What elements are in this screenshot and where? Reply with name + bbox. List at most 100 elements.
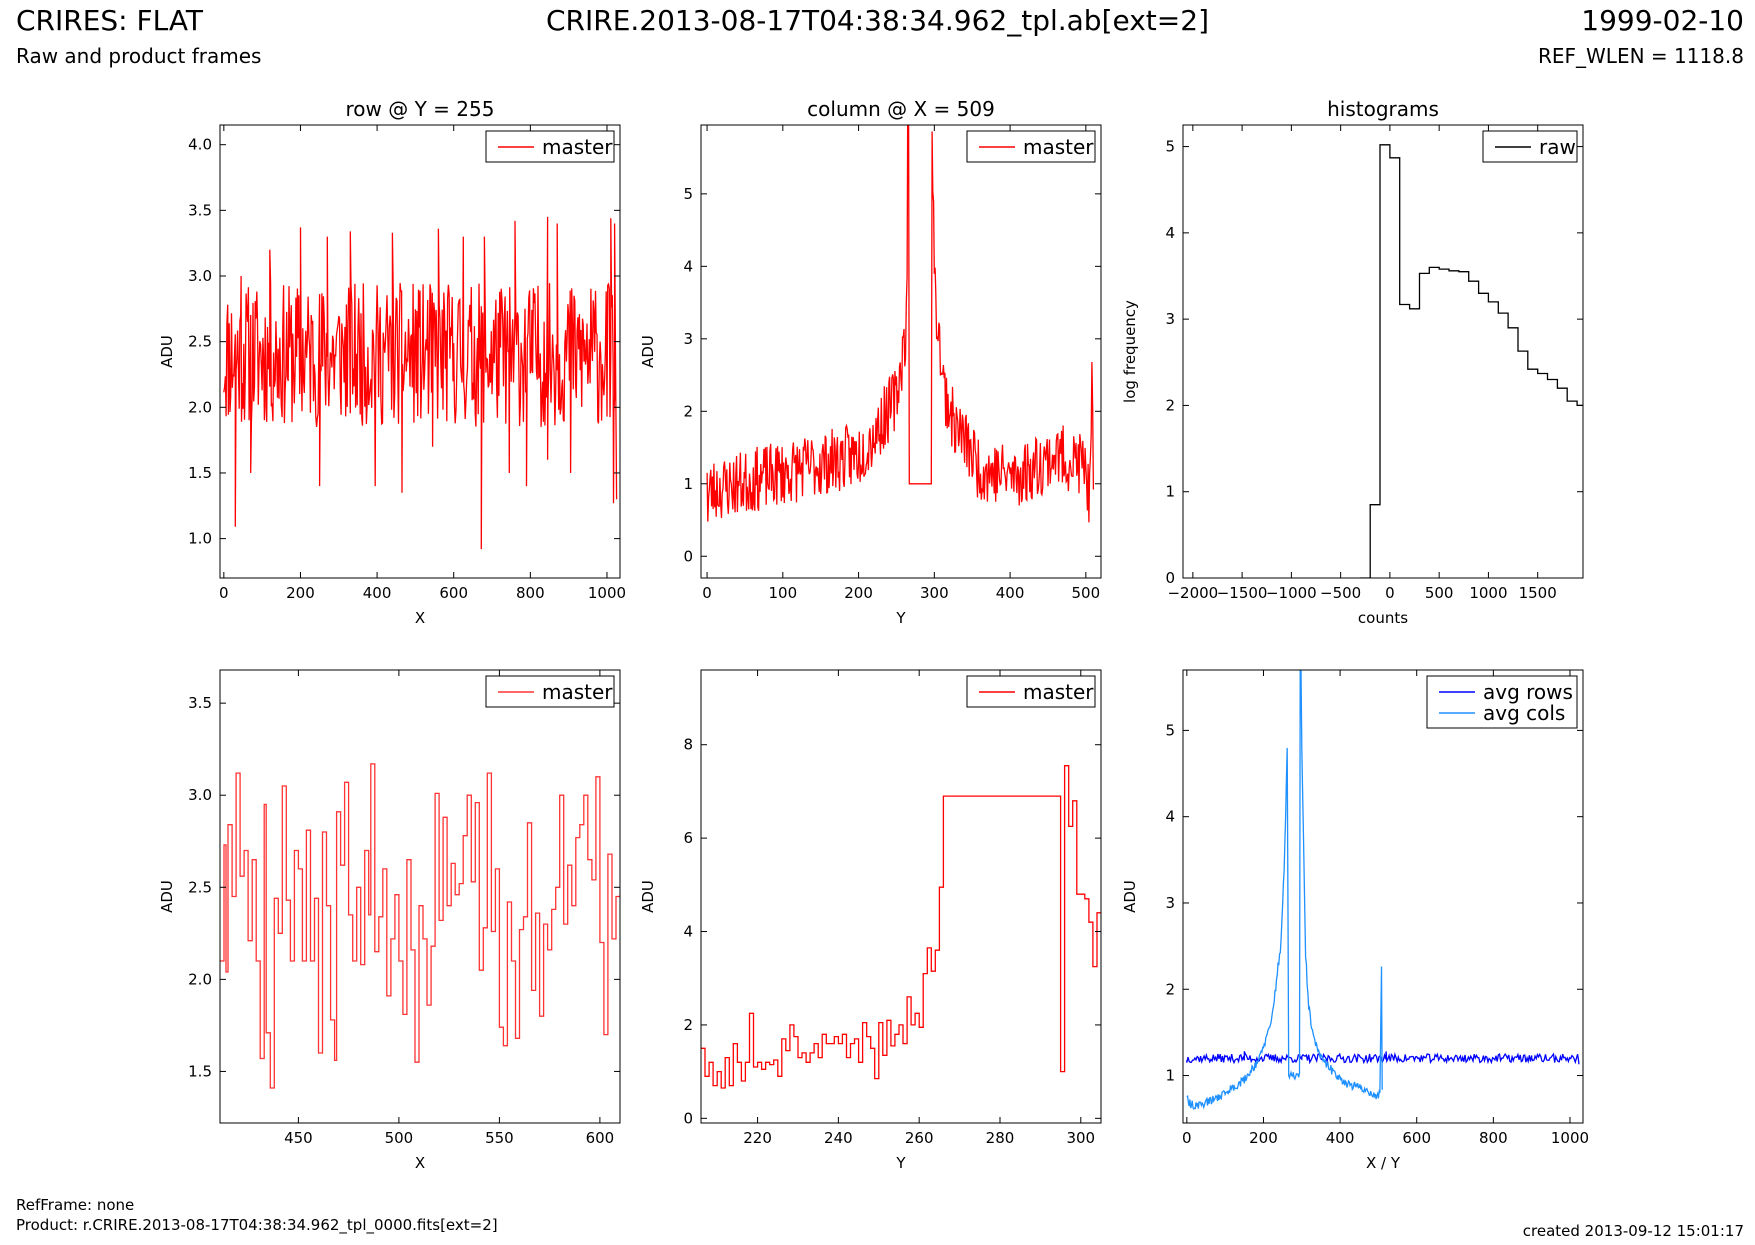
footer-refframe: RefFrame: none bbox=[16, 1196, 135, 1214]
y-tick-label: 1 bbox=[1165, 483, 1175, 501]
legend: master bbox=[485, 675, 615, 708]
x-tick-label: 1000 bbox=[1469, 584, 1507, 602]
report-title: CRIRES: FLAT bbox=[16, 4, 203, 37]
footer-product: Product: r.CRIRE.2013-08-17T04:38:34.962… bbox=[16, 1216, 498, 1234]
chart-title: row @ Y = 255 bbox=[346, 97, 495, 121]
plot-frame bbox=[1182, 669, 1584, 1124]
y-tick-label: 5 bbox=[1165, 138, 1175, 156]
y-tick-label: 0 bbox=[1165, 569, 1175, 587]
chart-title: column @ X = 509 bbox=[807, 97, 995, 121]
footer-created: created 2013-09-12 15:01:17 bbox=[1522, 1222, 1744, 1240]
x-tick-label: 300 bbox=[1066, 1129, 1095, 1147]
y-axis-label: ADU bbox=[639, 335, 657, 368]
y-tick-label: 0 bbox=[683, 1109, 693, 1127]
x-tick-label: 600 bbox=[586, 1129, 615, 1147]
y-tick-label: 1.5 bbox=[188, 464, 212, 482]
x-tick-label: 1000 bbox=[1551, 1129, 1589, 1147]
plot-frame bbox=[219, 124, 621, 579]
x-axis-label: X bbox=[415, 609, 425, 627]
x-tick-label: 240 bbox=[824, 1129, 853, 1147]
x-tick-label: 500 bbox=[1425, 584, 1454, 602]
series-line-master bbox=[220, 763, 620, 1089]
y-tick-label: 3.5 bbox=[188, 694, 212, 712]
chart-row-full: 0 200 400 600 800 1000 1.0 1.5 2.0 2.5 3.0 3.5 4.0 ro… bbox=[158, 97, 626, 627]
y-tick-label: 3.5 bbox=[188, 201, 212, 219]
x-tick-label: 1500 bbox=[1519, 584, 1557, 602]
report-subtitle: Raw and product frames bbox=[16, 44, 262, 68]
x-tick-label: 600 bbox=[439, 584, 468, 602]
x-tick-label: 0 bbox=[1385, 584, 1395, 602]
y-tick-label: 2.5 bbox=[188, 878, 212, 896]
plot-frame bbox=[1182, 124, 1584, 579]
y-tick-label: 4 bbox=[683, 257, 693, 275]
y-tick-label: 2 bbox=[1165, 980, 1175, 998]
y-tick-label: 6 bbox=[683, 829, 693, 847]
x-axis-label: Y bbox=[895, 609, 906, 627]
x-tick-label: 400 bbox=[363, 584, 392, 602]
legend: master bbox=[485, 130, 615, 163]
x-tick-label: 0 bbox=[702, 584, 712, 602]
observation-date: 1999-02-10 bbox=[1581, 4, 1744, 37]
legend-label: master bbox=[1023, 680, 1094, 704]
y-tick-label: 3 bbox=[1165, 310, 1175, 328]
legend: master bbox=[966, 130, 1096, 163]
file-name: CRIRE.2013-08-17T04:38:34.962_tpl.ab[ext… bbox=[545, 4, 1209, 37]
x-tick-label: 550 bbox=[485, 1129, 514, 1147]
legend-label: avg rows bbox=[1483, 680, 1573, 704]
y-tick-label: 4 bbox=[1165, 808, 1175, 826]
legend-label: master bbox=[542, 680, 613, 704]
x-tick-label: 200 bbox=[844, 584, 873, 602]
x-tick-label: 0 bbox=[1182, 1129, 1192, 1147]
legend: raw bbox=[1482, 130, 1578, 163]
legend-label: master bbox=[1023, 135, 1094, 159]
legend-box bbox=[1426, 675, 1578, 729]
y-tick-label: 3.0 bbox=[188, 267, 212, 285]
x-tick-label: −500 bbox=[1320, 584, 1361, 602]
series-line-master bbox=[701, 765, 1101, 1089]
x-tick-label: 800 bbox=[1479, 1129, 1508, 1147]
x-tick-label: 260 bbox=[905, 1129, 934, 1147]
legend-label: raw bbox=[1539, 135, 1576, 159]
x-axis-label: counts bbox=[1358, 609, 1408, 627]
series-line-avg-cols bbox=[1186, 670, 1383, 1110]
x-tick-label: 1000 bbox=[588, 584, 626, 602]
chart-histogram: −2000−1500−1000 −500 0 500 1000 1500 0 1 2 3 4 5 his… bbox=[1121, 97, 1584, 627]
x-tick-label: 220 bbox=[743, 1129, 772, 1147]
series-line-avg-rows bbox=[1186, 1051, 1580, 1065]
y-tick-label: 2 bbox=[683, 402, 693, 420]
x-tick-label: 200 bbox=[1249, 1129, 1278, 1147]
chart-col-zoom: 220 240 260 280 300 0 2 4 6 8 Y ADU master bbox=[639, 669, 1102, 1172]
ref-wlen: REF_WLEN = 1118.8 bbox=[1537, 44, 1744, 68]
legend-label: master bbox=[542, 135, 613, 159]
y-tick-label: 2.0 bbox=[188, 970, 212, 988]
legend-label: avg cols bbox=[1483, 701, 1565, 725]
y-tick-label: 2.5 bbox=[188, 333, 212, 351]
chart-col-full: 0 100 200 300 400 500 0 1 2 3 4 5 column @ X = 509 Y A… bbox=[639, 97, 1102, 627]
y-tick-label: 4 bbox=[1165, 224, 1175, 242]
y-tick-label: 3 bbox=[1165, 894, 1175, 912]
x-axis-label: X / Y bbox=[1366, 1154, 1401, 1172]
plot-frame bbox=[219, 669, 621, 1124]
y-tick-label: 1 bbox=[1165, 1067, 1175, 1085]
x-tick-label: 200 bbox=[286, 584, 315, 602]
y-tick-label: 1.0 bbox=[188, 530, 212, 548]
y-tick-label: 8 bbox=[683, 736, 693, 754]
x-tick-label: −1500 bbox=[1217, 584, 1268, 602]
x-tick-label: 600 bbox=[1402, 1129, 1431, 1147]
x-tick-label: 100 bbox=[768, 584, 797, 602]
x-tick-label: 400 bbox=[1326, 1129, 1355, 1147]
y-axis-label: ADU bbox=[639, 880, 657, 913]
series-line-raw bbox=[1360, 144, 1583, 578]
y-tick-label: 3 bbox=[683, 330, 693, 348]
y-tick-label: 0 bbox=[683, 547, 693, 565]
y-tick-label: 5 bbox=[683, 185, 693, 203]
x-tick-label: 500 bbox=[385, 1129, 414, 1147]
y-tick-label: 2 bbox=[683, 1016, 693, 1034]
x-tick-label: −1000 bbox=[1266, 584, 1317, 602]
series-line-master bbox=[706, 125, 1095, 523]
chart-avg: 0 200 400 600 800 1000 1 2 3 4 5 X / Y ADU avg rowsav… bbox=[1121, 669, 1589, 1172]
x-axis-label: X bbox=[415, 1154, 425, 1172]
plot-frame bbox=[700, 669, 1102, 1124]
